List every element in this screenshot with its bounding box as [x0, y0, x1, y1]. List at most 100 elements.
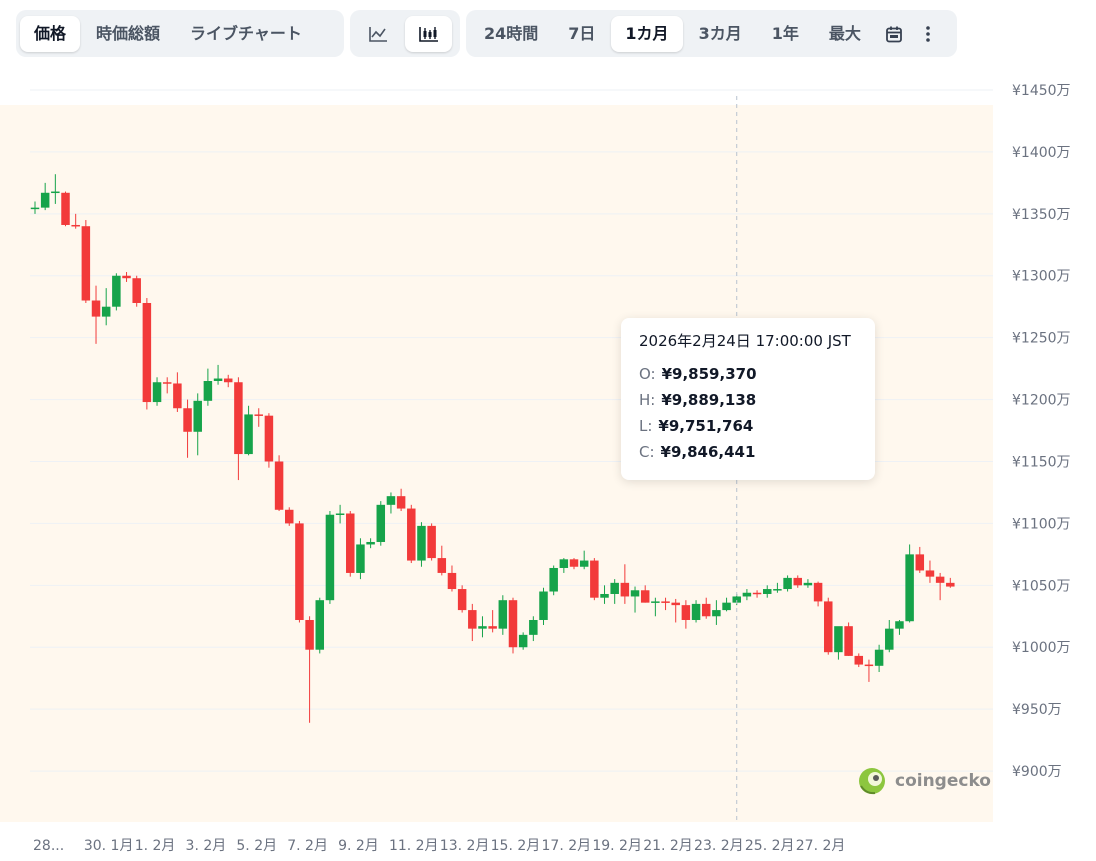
candle[interactable]	[376, 501, 386, 546]
candle[interactable]	[834, 626, 843, 660]
tab-7d[interactable]: 7日	[568, 23, 596, 43]
candle[interactable]	[549, 565, 558, 596]
candle[interactable]	[671, 598, 680, 623]
candle[interactable]	[498, 595, 508, 635]
candle[interactable]	[91, 285, 101, 344]
candle[interactable]	[610, 579, 619, 604]
candle[interactable]	[264, 413, 274, 468]
candle[interactable]	[559, 558, 569, 573]
candle[interactable]	[40, 182, 50, 211]
tab-max[interactable]: 最大	[828, 23, 861, 43]
candle[interactable]	[427, 523, 436, 561]
candle[interactable]	[234, 377, 243, 481]
calendar-button[interactable]	[877, 16, 911, 52]
candle[interactable]	[325, 511, 335, 604]
candle[interactable]	[803, 579, 813, 588]
candle[interactable]	[183, 399, 192, 458]
candle[interactable]	[244, 405, 253, 456]
candlestick-button[interactable]	[405, 15, 452, 52]
candle[interactable]	[579, 550, 589, 570]
candle[interactable]	[101, 288, 111, 326]
candle[interactable]	[162, 377, 172, 394]
candle[interactable]	[691, 600, 701, 623]
candle[interactable]	[396, 488, 406, 512]
candle[interactable]	[946, 577, 955, 588]
candle[interactable]	[366, 538, 375, 549]
candle[interactable]	[844, 622, 853, 656]
candle[interactable]	[193, 393, 202, 456]
candle[interactable]	[478, 616, 487, 638]
candle[interactable]	[437, 545, 447, 576]
candle[interactable]	[529, 616, 538, 642]
candle[interactable]	[854, 653, 864, 668]
candle[interactable]	[895, 619, 904, 635]
candle[interactable]	[925, 560, 935, 583]
candle[interactable]	[752, 590, 762, 598]
candle[interactable]	[142, 298, 152, 410]
candle[interactable]	[773, 582, 782, 593]
candle[interactable]	[915, 546, 925, 573]
candle[interactable]	[285, 507, 294, 526]
candle[interactable]	[590, 558, 599, 601]
candle[interactable]	[569, 558, 579, 570]
candle[interactable]	[742, 589, 752, 601]
candle[interactable]	[223, 374, 233, 388]
candle[interactable]	[518, 632, 528, 650]
tab-price[interactable]: 価格	[20, 15, 81, 52]
candle[interactable]	[173, 372, 182, 412]
candle[interactable]	[468, 603, 477, 642]
candle[interactable]	[600, 585, 609, 604]
candle[interactable]	[620, 564, 630, 604]
candle[interactable]	[712, 600, 721, 625]
tab-24h[interactable]: 24時間	[484, 23, 539, 43]
candle[interactable]	[457, 585, 467, 613]
candle[interactable]	[203, 368, 213, 406]
candle[interactable]	[701, 597, 711, 619]
candle[interactable]	[30, 201, 40, 214]
candle[interactable]	[681, 600, 691, 629]
line-chart-button[interactable]	[354, 16, 401, 52]
candle[interactable]	[885, 619, 894, 653]
candle[interactable]	[274, 455, 284, 512]
candle[interactable]	[539, 587, 548, 625]
tab-market-cap[interactable]: 時価総額	[96, 23, 161, 43]
candle[interactable]	[61, 191, 70, 227]
candle[interactable]	[783, 575, 792, 592]
candle[interactable]	[407, 504, 416, 564]
tab-1y[interactable]: 1年	[771, 23, 799, 43]
candle[interactable]	[417, 522, 426, 567]
candle[interactable]	[213, 364, 223, 385]
candle[interactable]	[71, 213, 80, 229]
candle[interactable]	[762, 585, 772, 598]
candle[interactable]	[447, 565, 457, 592]
candle[interactable]	[793, 575, 803, 588]
candle[interactable]	[874, 644, 884, 673]
candle[interactable]	[254, 408, 263, 427]
candle[interactable]	[81, 220, 91, 303]
candle[interactable]	[122, 272, 131, 282]
candle[interactable]	[51, 174, 60, 204]
candle[interactable]	[346, 511, 355, 577]
candle[interactable]	[112, 273, 121, 311]
candle[interactable]	[651, 597, 660, 617]
candle[interactable]	[813, 581, 823, 607]
candle[interactable]	[935, 572, 945, 601]
candle[interactable]	[386, 492, 396, 514]
candle[interactable]	[132, 275, 141, 307]
candle[interactable]	[488, 610, 497, 633]
tab-live-chart[interactable]: ライブチャート	[190, 23, 302, 43]
candle[interactable]	[356, 538, 365, 580]
candle[interactable]	[722, 597, 731, 612]
candle[interactable]	[864, 659, 874, 682]
candle[interactable]	[905, 544, 914, 623]
candle[interactable]	[640, 585, 650, 603]
candle[interactable]	[661, 597, 670, 611]
candle[interactable]	[152, 377, 162, 406]
candle[interactable]	[824, 597, 833, 655]
tab-3m[interactable]: 3カ月	[698, 23, 742, 43]
candle[interactable]	[305, 616, 314, 723]
candle[interactable]	[315, 597, 325, 654]
more-options-button[interactable]	[911, 16, 945, 52]
candle[interactable]	[508, 597, 518, 654]
